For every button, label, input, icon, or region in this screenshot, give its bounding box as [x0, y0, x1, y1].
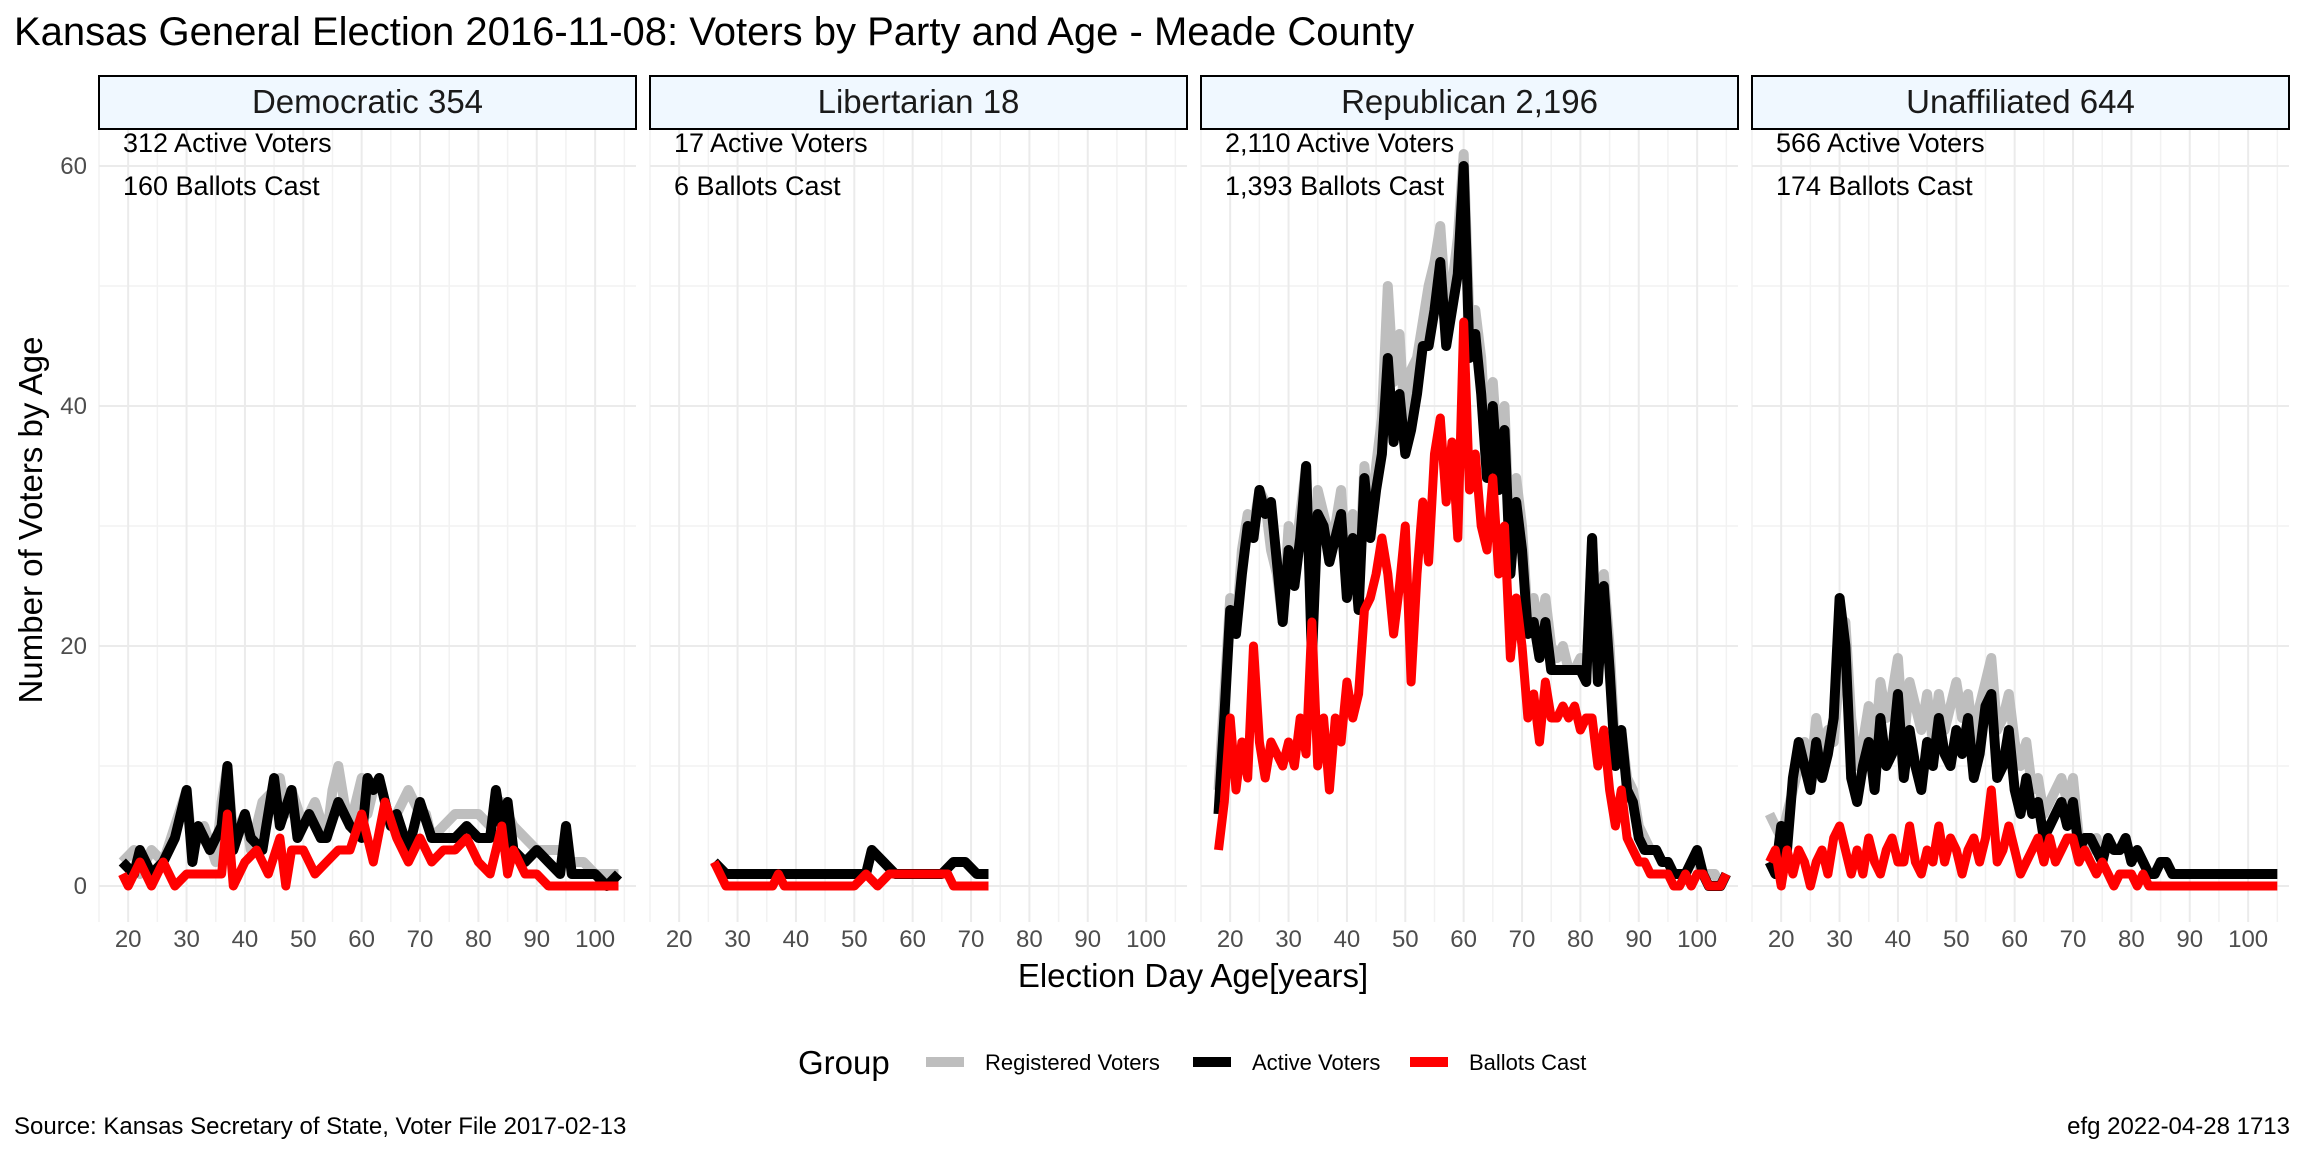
ballots-cast-annotation: 160 Ballots Cast: [123, 171, 320, 201]
x-tick-label: 100: [575, 926, 615, 953]
ballots-cast-annotation: 174 Ballots Cast: [1776, 171, 1973, 201]
x-tick-label: 100: [2228, 926, 2268, 953]
active-voters-annotation: 2,110 Active Voters: [1225, 128, 1454, 158]
legend-label: Registered Voters: [985, 1050, 1160, 1075]
x-tick-label: 60: [348, 926, 375, 953]
y-tick-label: 60: [60, 153, 87, 180]
x-tick-label: 20: [666, 926, 693, 953]
facet-panel: Unaffiliated 644 566 Active Voters 174 Bal…: [1751, 75, 2290, 953]
active-voters-annotation: 312 Active Voters: [123, 128, 332, 158]
x-tick-label: 50: [290, 926, 317, 953]
x-tick-label: 90: [1625, 926, 1652, 953]
legend-entries: Registered Voters Active Voters Ballots Ca…: [926, 1050, 1586, 1075]
x-tick-label: 50: [1943, 926, 1970, 953]
x-tick-label: 30: [1275, 926, 1302, 953]
x-tick-label: 70: [2060, 926, 2087, 953]
ballots-cast-line: [710, 860, 989, 891]
facet-strip: [1751, 75, 2290, 130]
facet-strip-label: Republican 2,196: [1341, 83, 1598, 120]
facet-panels: Democratic 354 312 Active Voters 160 Ballo…: [98, 75, 2290, 953]
ballots-cast-line: [118, 797, 619, 891]
legend-label: Ballots Cast: [1469, 1050, 1586, 1075]
x-tick-label: 90: [1074, 926, 1101, 953]
y-tick-label: 40: [60, 393, 87, 420]
x-axis-title: Election Day Age[years]: [1018, 957, 1368, 994]
x-tick-label: 20: [1768, 926, 1795, 953]
active-voters-line: [118, 761, 623, 891]
x-tick-label: 100: [1126, 926, 1166, 953]
x-tick-label: 60: [2001, 926, 2028, 953]
legend-title: Group: [798, 1044, 890, 1081]
x-tick-label: 70: [958, 926, 985, 953]
facet-strip-label: Libertarian 18: [818, 83, 1020, 120]
facet-strip: [649, 75, 1188, 130]
gridlines: [649, 130, 1187, 922]
legend: Group Registered Voters Active Voters Ball…: [798, 1044, 1586, 1081]
x-tick-label: 90: [2176, 926, 2203, 953]
active-voters-annotation: 566 Active Voters: [1776, 128, 1985, 158]
x-tick-label: 20: [1217, 926, 1244, 953]
ballots-cast-line: [1765, 785, 2278, 891]
x-tick-label: 40: [1334, 926, 1361, 953]
facet-panel: Libertarian 18 17 Active Voters 6 Ballots …: [649, 75, 1188, 953]
gridlines: [1751, 130, 2289, 922]
active-voters-line: [1764, 593, 2278, 879]
active-voters-line: [1213, 161, 1731, 891]
facet-panel: Republican 2,196 2,110 Active Voters 1,393…: [1200, 75, 1739, 953]
ballots-cast-annotation: 1,393 Ballots Cast: [1225, 171, 1445, 201]
facet-strip-label: Unaffiliated 644: [1906, 83, 2135, 120]
x-tick-label: 20: [115, 926, 142, 953]
x-tick-label: 90: [523, 926, 550, 953]
x-tick-label: 40: [783, 926, 810, 953]
ballots-cast-line: [1214, 317, 1731, 891]
facet-strip: [1200, 75, 1739, 130]
x-tick-label: 50: [1392, 926, 1419, 953]
x-tick-label: 80: [2118, 926, 2145, 953]
x-tick-label: 40: [1885, 926, 1912, 953]
x-tick-label: 80: [1567, 926, 1594, 953]
x-tick-label: 70: [1509, 926, 1536, 953]
x-tick-label: 30: [173, 926, 200, 953]
x-tick-label: 80: [465, 926, 492, 953]
x-tick-label: 50: [841, 926, 868, 953]
x-tick-label: 60: [1450, 926, 1477, 953]
timestamp-caption: efg 2022-04-28 1713: [2067, 1113, 2290, 1140]
ballots-cast-annotation: 6 Ballots Cast: [674, 171, 841, 201]
y-tick-label: 0: [74, 873, 87, 900]
y-tick-labels: 0 20 40 60: [60, 153, 87, 900]
x-tick-label: 40: [232, 926, 259, 953]
legend-label: Active Voters: [1252, 1050, 1380, 1075]
facet-strip: [98, 75, 637, 130]
x-tick-label: 30: [1826, 926, 1853, 953]
x-tick-label: 80: [1016, 926, 1043, 953]
source-caption: Source: Kansas Secretary of State, Voter…: [14, 1113, 626, 1140]
y-tick-label: 20: [60, 633, 87, 660]
x-tick-label: 60: [899, 926, 926, 953]
chart-title: Kansas General Election 2016-11-08: Vote…: [14, 10, 1414, 54]
y-axis-title: Number of Voters by Age: [12, 337, 49, 704]
x-tick-label: 100: [1677, 926, 1717, 953]
active-voters-annotation: 17 Active Voters: [674, 128, 868, 158]
facet-strip-label: Democratic 354: [252, 83, 483, 120]
facet-panel: Democratic 354 312 Active Voters 160 Ballo…: [98, 75, 637, 953]
x-tick-label: 30: [724, 926, 751, 953]
x-tick-label: 70: [407, 926, 434, 953]
